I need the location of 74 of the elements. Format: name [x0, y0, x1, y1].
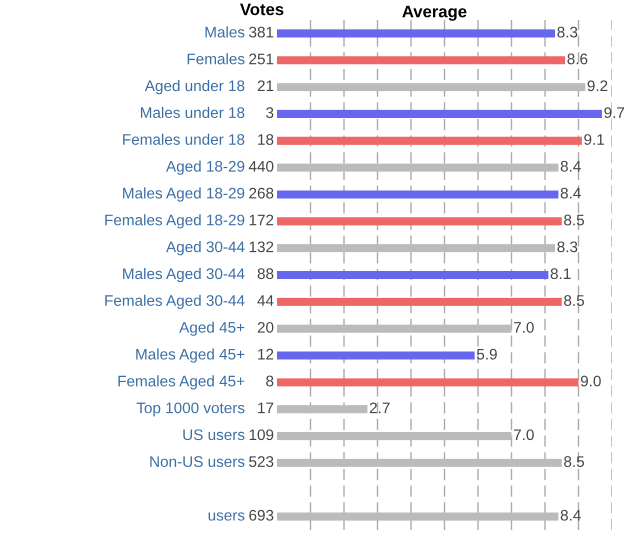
y-tick-label: Males Aged 30-44: [123, 268, 245, 282]
text: 268: [249, 188, 274, 199]
y-tick-label: Males Aged 18-29: [123, 187, 244, 202]
y-tick-label: Aged under 18: [144, 80, 244, 94]
bar: [277, 432, 512, 440]
y-tick-label: Aged 45+: [179, 322, 244, 336]
data-label: 9.1: [584, 134, 604, 145]
data-label: 7.0: [514, 322, 534, 333]
text: 172: [250, 214, 274, 226]
data-label: 8.4: [560, 160, 581, 172]
text: 523: [249, 456, 274, 467]
text: 440: [248, 160, 274, 172]
data-label: 9.7: [604, 107, 624, 118]
data-label: 8.3: [557, 241, 578, 252]
text: 3: [266, 107, 274, 118]
bar: [277, 110, 602, 118]
data-label: 8.1: [550, 268, 571, 280]
data-label: 8.4: [560, 188, 581, 199]
text: 18: [258, 134, 274, 145]
bar: [277, 378, 578, 386]
bar: [277, 352, 475, 360]
y-tick-label: Aged 30-44: [166, 241, 245, 256]
bar: [277, 270, 548, 280]
text: 132: [250, 241, 274, 252]
data-label: 8.3: [557, 26, 578, 38]
bar: [277, 217, 562, 226]
y-tick-label: Males Aged 45+: [136, 348, 244, 363]
y-tick-label: Females Aged 45+: [118, 375, 244, 390]
bar: [277, 512, 558, 521]
text: 20: [258, 322, 274, 333]
data-label: 2.7: [370, 402, 390, 414]
y-tick-label: Males under 18: [140, 106, 244, 118]
data-label: 8.5: [564, 295, 584, 306]
y-tick-label: Females under 18: [123, 134, 244, 145]
y-tick-label: Top 1000 voters: [136, 402, 244, 416]
y-tick-label: Non-US users: [150, 456, 244, 467]
bar: [277, 244, 556, 252]
data-label: 8.5: [564, 456, 584, 467]
bar: [277, 136, 582, 145]
data-label: 9.2: [588, 80, 608, 92]
text: 21: [258, 80, 274, 92]
bar: [277, 164, 558, 172]
data-label: 8.4: [560, 510, 581, 521]
data-label: 9.0: [580, 376, 601, 386]
bar: [277, 56, 566, 64]
text: 12: [258, 348, 274, 360]
y-tick-label: Males: [206, 26, 244, 38]
data-label: 5.9: [476, 348, 497, 360]
y-tick-label: Aged 18-29: [166, 160, 244, 175]
y-tick-label: Females Aged 18-29: [105, 214, 244, 228]
text: 88: [258, 268, 274, 280]
data-label: 7.0: [514, 429, 534, 440]
text: Votes: [240, 4, 284, 16]
x-axis-title: Average: [402, 6, 466, 21]
text: 109: [250, 429, 274, 440]
bar: [277, 405, 368, 414]
data-label: 8.6: [567, 54, 588, 64]
text: 44: [257, 295, 274, 306]
y-tick-label: Females Aged 30-44: [105, 294, 245, 309]
data-label: 8.5: [564, 214, 584, 226]
y-tick-label: US users: [183, 429, 244, 440]
text: 17: [258, 402, 274, 414]
text: 251: [249, 54, 274, 64]
y-tick-label: Females: [188, 53, 244, 64]
y-tick-label: users: [208, 512, 244, 521]
text: 381: [249, 26, 274, 38]
bar: [277, 83, 586, 92]
bar: [277, 298, 562, 306]
bar: [277, 190, 558, 198]
bar: [277, 324, 512, 333]
text: 8: [266, 376, 274, 386]
text: 693: [249, 510, 274, 521]
bar: [277, 458, 562, 467]
bar: [277, 29, 556, 38]
